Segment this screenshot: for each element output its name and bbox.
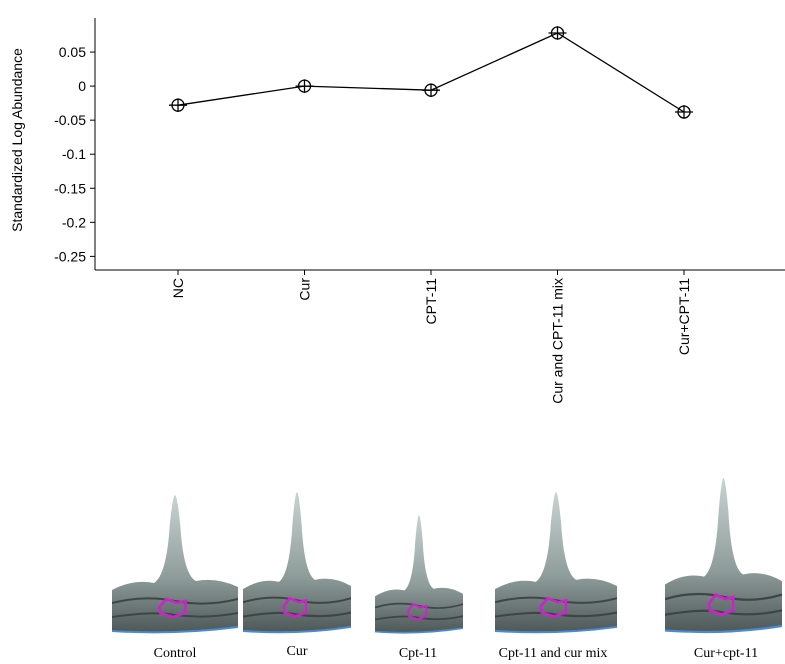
y-tick-label: -0.05: [54, 112, 86, 128]
gel-image: [243, 492, 351, 634]
x-tick-label: NC: [170, 278, 186, 298]
gel-image: [495, 492, 617, 634]
y-tick-label: -0.15: [54, 180, 86, 196]
x-tick-label: CPT-11: [423, 278, 439, 325]
panel-label: Cur+cpt-11: [694, 646, 758, 661]
panel-label: Control: [154, 646, 197, 661]
gel-image: [375, 515, 463, 634]
gel-image: [665, 478, 782, 634]
panel-label: Cur: [287, 644, 308, 659]
gel-image: [112, 495, 238, 634]
y-axis-label: Standardized Log Abundance: [9, 48, 25, 232]
panel-label: Cpt-11: [399, 646, 437, 661]
x-tick-label: Cur+CPT-11: [676, 278, 692, 355]
y-tick-label: -0.25: [54, 248, 86, 264]
y-tick-label: 0.05: [59, 44, 86, 60]
x-tick-label: Cur: [297, 278, 313, 301]
x-tick-label: Cur and CPT-11 mix: [550, 278, 566, 404]
data-line: [177, 32, 685, 113]
panel-label: Cpt-11 and cur mix: [499, 646, 608, 661]
y-tick-label: -0.1: [62, 146, 86, 162]
y-tick-label: 0: [78, 78, 86, 94]
y-tick-label: -0.2: [62, 214, 86, 230]
